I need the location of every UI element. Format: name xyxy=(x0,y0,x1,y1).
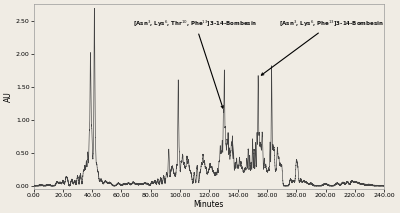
Text: [Asn$^3$, Lys$^6$, Phe$^{13}$]3-14-Bombesin: [Asn$^3$, Lys$^6$, Phe$^{13}$]3-14-Bombe… xyxy=(261,18,384,75)
Y-axis label: AU: AU xyxy=(4,91,13,102)
Text: [Asn$^3$, Lys$^6$, Thr$^{10}$, Phe$^{13}$]3-14-Bombesin: [Asn$^3$, Lys$^6$, Thr$^{10}$, Phe$^{13}… xyxy=(133,18,258,108)
X-axis label: Minutes: Minutes xyxy=(194,200,224,209)
